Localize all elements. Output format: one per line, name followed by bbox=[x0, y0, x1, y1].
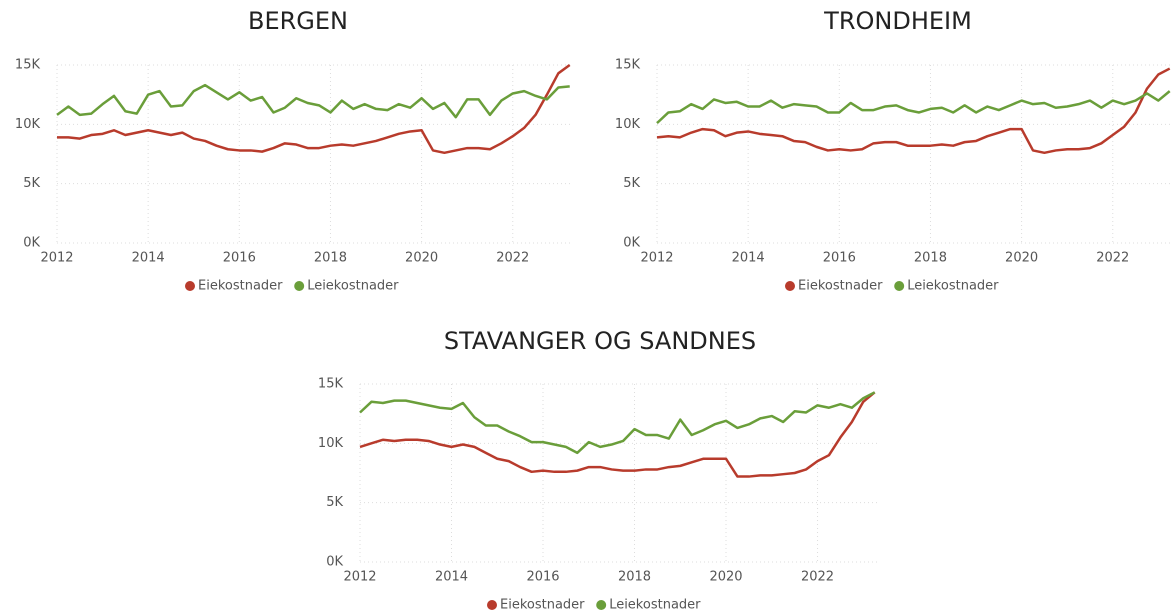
legend-label: Leiekostnader bbox=[307, 279, 399, 294]
series-line bbox=[57, 63, 571, 155]
x-tick-label: 2014 bbox=[132, 251, 165, 266]
chart-title: TRONDHEIM bbox=[823, 7, 972, 35]
x-tick-label: 2020 bbox=[709, 570, 742, 585]
x-tick-label: 2014 bbox=[435, 570, 468, 585]
y-tick-label: 10K bbox=[615, 117, 641, 132]
series-line bbox=[656, 90, 1171, 125]
chart-title: STAVANGER OG SANDNES bbox=[444, 327, 756, 355]
legend-label: Eiekostnader bbox=[500, 598, 585, 613]
y-tick-label: 0K bbox=[23, 236, 40, 251]
legend-label: Leiekostnader bbox=[907, 279, 999, 294]
x-tick-label: 2022 bbox=[496, 251, 529, 266]
legend-marker bbox=[596, 600, 607, 610]
x-tick-label: 2016 bbox=[223, 251, 256, 266]
x-tick-label: 2022 bbox=[1096, 251, 1129, 266]
x-tick-label: 2018 bbox=[914, 251, 947, 266]
y-tick-label: 5K bbox=[326, 495, 343, 510]
x-tick-label: 2014 bbox=[732, 251, 765, 266]
x-tick-label: 2020 bbox=[1005, 251, 1038, 266]
series-line bbox=[656, 67, 1171, 155]
x-tick-label: 2012 bbox=[640, 251, 673, 266]
x-tick-label: 2012 bbox=[343, 570, 376, 585]
y-tick-label: 0K bbox=[623, 236, 640, 251]
legend-label: Eiekostnader bbox=[198, 279, 283, 294]
y-tick-label: 15K bbox=[318, 377, 344, 392]
x-tick-label: 2012 bbox=[40, 251, 73, 266]
y-tick-label: 0K bbox=[326, 555, 343, 570]
legend-marker bbox=[185, 281, 195, 291]
legend-marker bbox=[785, 281, 795, 291]
x-tick-label: 2016 bbox=[823, 251, 856, 266]
chart-title: BERGEN bbox=[248, 7, 348, 35]
y-tick-label: 15K bbox=[15, 58, 41, 73]
legend-label: Eiekostnader bbox=[798, 279, 883, 294]
legend-label: Leiekostnader bbox=[609, 598, 701, 613]
x-tick-label: 2016 bbox=[526, 570, 559, 585]
y-tick-label: 5K bbox=[23, 176, 40, 191]
legend-marker bbox=[294, 281, 305, 291]
series-line bbox=[359, 391, 876, 478]
x-tick-label: 2022 bbox=[801, 570, 834, 585]
y-tick-label: 10K bbox=[318, 436, 344, 451]
x-tick-label: 2020 bbox=[405, 251, 438, 266]
series-line bbox=[56, 83, 570, 119]
y-tick-label: 15K bbox=[615, 58, 641, 73]
legend-marker bbox=[894, 281, 905, 291]
y-tick-label: 5K bbox=[623, 176, 640, 191]
legend-marker bbox=[487, 600, 497, 610]
x-tick-label: 2018 bbox=[618, 570, 651, 585]
series-line bbox=[359, 391, 876, 455]
x-tick-label: 2018 bbox=[314, 251, 347, 266]
y-tick-label: 10K bbox=[15, 117, 41, 132]
